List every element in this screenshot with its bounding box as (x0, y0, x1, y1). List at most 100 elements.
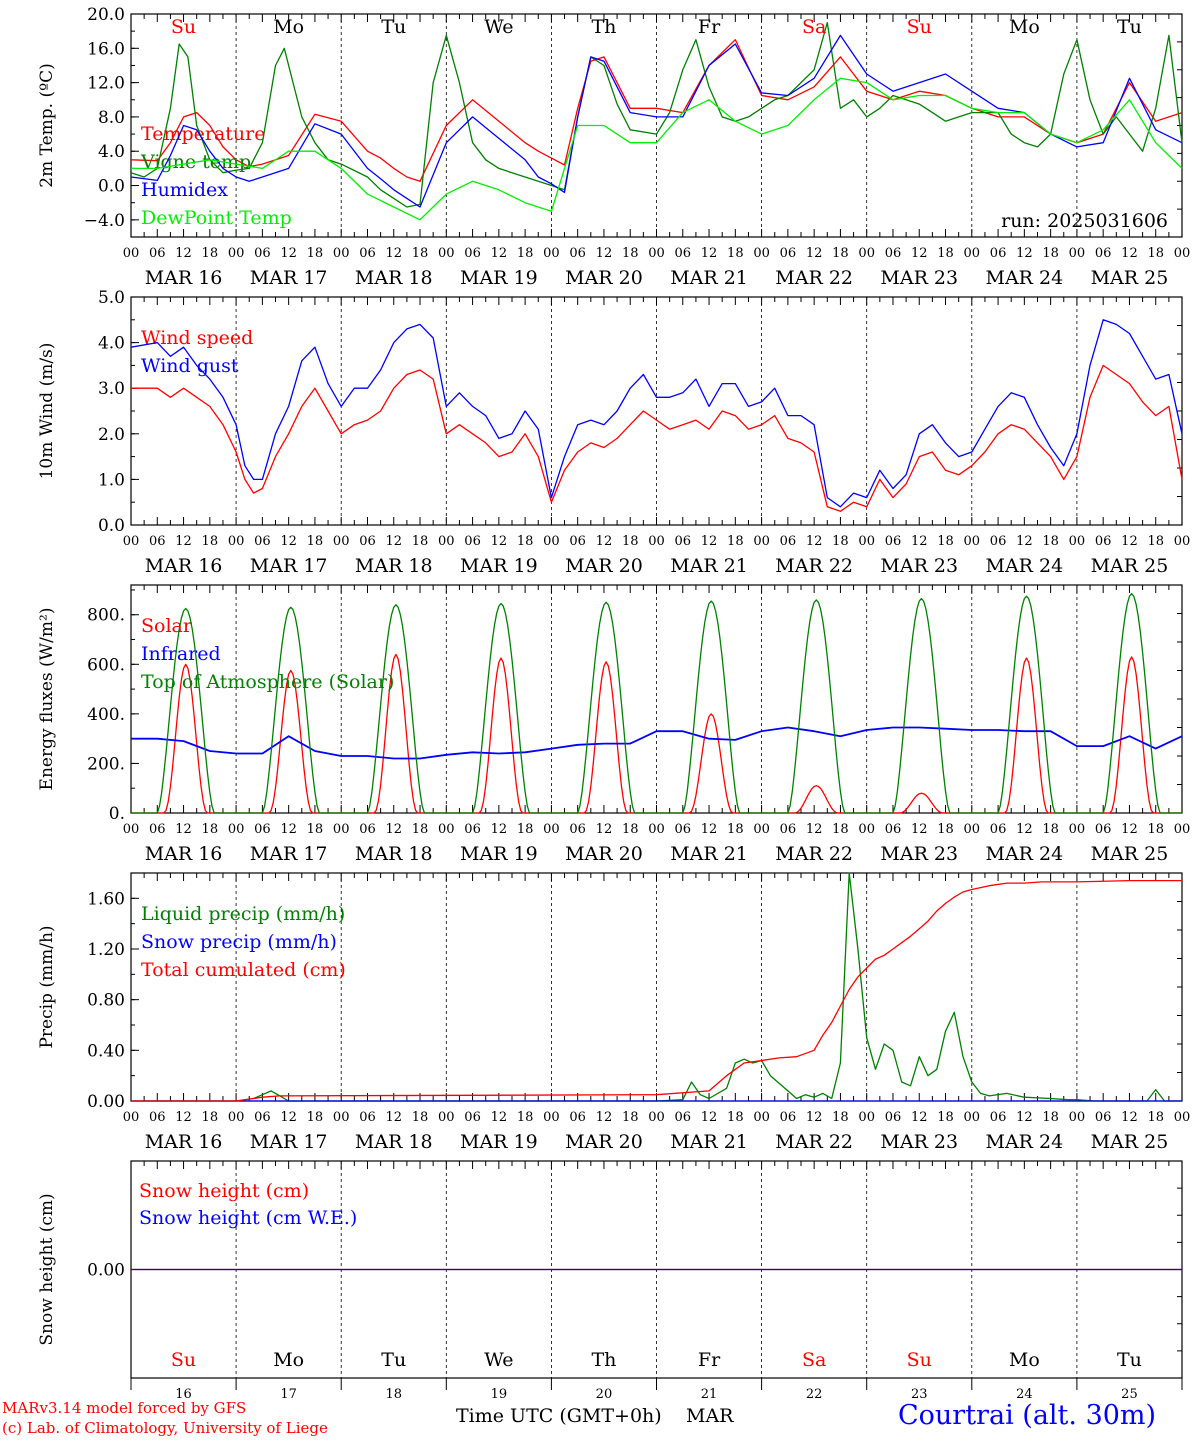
x-hour-label: 18 (622, 534, 639, 549)
weekday-label: Su (171, 1349, 196, 1371)
series-line (131, 77, 1183, 221)
day-number: 24 (1016, 1387, 1033, 1402)
y-tick-label: 400. (87, 705, 125, 725)
x-hour-label: 06 (885, 822, 902, 837)
x-hour-label: 18 (727, 246, 744, 261)
series-line (131, 872, 1182, 1102)
x-hour-label: 12 (175, 246, 192, 261)
weekday-label: Th (591, 1349, 616, 1371)
y-tick-label: 12.0 (87, 74, 125, 94)
x-hour-label: 00 (964, 822, 981, 837)
xaxis-month: MAR (686, 1405, 734, 1427)
x-date-label: MAR 25 (1091, 555, 1169, 577)
x-hour-label: 00 (858, 534, 875, 549)
x-hour-label: 12 (385, 534, 402, 549)
x-hour-label: 00 (123, 246, 140, 261)
x-hour-label: 12 (280, 822, 297, 837)
x-hour-label: 06 (149, 534, 166, 549)
y-tick-label: 2.0 (98, 425, 125, 445)
day-number: 21 (701, 1387, 718, 1402)
x-hour-label: 06 (254, 1110, 271, 1125)
x-date-label: MAR 16 (145, 267, 223, 289)
x-hour-label: 12 (806, 534, 823, 549)
x-hour-label: 12 (491, 1110, 508, 1125)
x-date-label: MAR 16 (145, 1131, 223, 1153)
x-hour-label: 12 (596, 246, 613, 261)
x-hour-label: 18 (937, 534, 954, 549)
x-date-label: MAR 17 (250, 267, 328, 289)
credit-lab: (c) Lab. of Climatology, University of L… (2, 1419, 328, 1437)
x-hour-label: 12 (911, 1110, 928, 1125)
x-hour-label: 00 (1174, 822, 1191, 837)
x-hour-label: 12 (1121, 534, 1138, 549)
legend-entry: Humidex (141, 179, 228, 201)
x-hour-label: 18 (412, 822, 429, 837)
x-date-label: MAR 24 (985, 555, 1063, 577)
x-hour-label: 00 (123, 1110, 140, 1125)
location-title: Courtrai (alt. 30m) (898, 1400, 1157, 1431)
x-hour-label: 12 (175, 534, 192, 549)
x-date-label: MAR 23 (880, 843, 958, 865)
x-date-label: MAR 25 (1091, 267, 1169, 289)
x-hour-label: 06 (254, 246, 271, 261)
x-hour-label: 18 (202, 246, 219, 261)
x-hour-label: 18 (1147, 1110, 1164, 1125)
weekday-label: We (484, 16, 513, 38)
x-hour-label: 00 (438, 822, 455, 837)
x-hour-label: 06 (359, 246, 376, 261)
x-hour-label: 12 (596, 822, 613, 837)
x-hour-label: 12 (701, 534, 718, 549)
weekday-label: Th (591, 16, 616, 38)
x-hour-label: 00 (648, 822, 665, 837)
x-hour-label: 00 (228, 534, 245, 549)
y-tick-label: 4.0 (98, 334, 125, 354)
x-hour-label: 18 (1147, 246, 1164, 261)
x-date-label: MAR 21 (670, 843, 748, 865)
weekday-label: Mo (273, 16, 304, 38)
x-hour-label: 06 (149, 822, 166, 837)
x-hour-label: 18 (727, 534, 744, 549)
x-hour-label: 12 (491, 246, 508, 261)
x-hour-label: 18 (517, 534, 534, 549)
weekday-label: Su (171, 16, 196, 38)
x-hour-label: 00 (648, 246, 665, 261)
x-date-label: MAR 17 (250, 555, 328, 577)
x-hour-label: 06 (464, 822, 481, 837)
plot-frame (130, 13, 1183, 238)
x-date-label: MAR 21 (670, 1131, 748, 1153)
x-date-label: MAR 19 (460, 267, 538, 289)
x-hour-label: 06 (569, 1110, 586, 1125)
x-hour-label: 18 (1042, 1110, 1059, 1125)
x-hour-label: 18 (307, 822, 324, 837)
y-tick-label: 0.00 (87, 1261, 125, 1281)
weekday-label: Su (907, 1349, 932, 1371)
x-hour-label: 18 (937, 1110, 954, 1125)
legend-entry: Snow precip (mm/h) (141, 931, 337, 953)
x-hour-label: 06 (464, 1110, 481, 1125)
x-hour-label: 06 (675, 822, 692, 837)
run-label: run: 2025031606 (1001, 210, 1168, 232)
x-hour-label: 00 (648, 534, 665, 549)
x-hour-label: 12 (806, 246, 823, 261)
x-hour-label: 12 (911, 822, 928, 837)
weekday-label: Sa (802, 1349, 826, 1371)
x-hour-label: 12 (1016, 1110, 1033, 1125)
x-hour-label: 12 (701, 1110, 718, 1125)
x-hour-label: 12 (280, 534, 297, 549)
x-hour-label: 00 (438, 534, 455, 549)
x-date-label: MAR 19 (460, 843, 538, 865)
x-hour-label: 06 (1095, 246, 1112, 261)
x-hour-label: 00 (228, 1110, 245, 1125)
y-axis-title: 10m Wind (m/s) (37, 343, 57, 480)
x-hour-label: 06 (464, 534, 481, 549)
y-tick-label: 0.0 (98, 516, 125, 536)
x-hour-label: 00 (438, 246, 455, 261)
panel-4: 1.60 1.20 0.80 0.40 0.00 Precip (mm/h) 00 06 12 1… (37, 872, 1190, 1153)
x-hour-label: 00 (333, 246, 350, 261)
x-date-label: MAR 22 (775, 267, 853, 289)
x-hour-label: 00 (858, 1110, 875, 1125)
x-hour-label: 12 (491, 822, 508, 837)
day-number: 22 (806, 1387, 823, 1402)
x-hour-label: 06 (569, 822, 586, 837)
panel-3: 800. 600. 400. 200. 0. Energy fluxes (W/m²) 00… (37, 584, 1191, 865)
